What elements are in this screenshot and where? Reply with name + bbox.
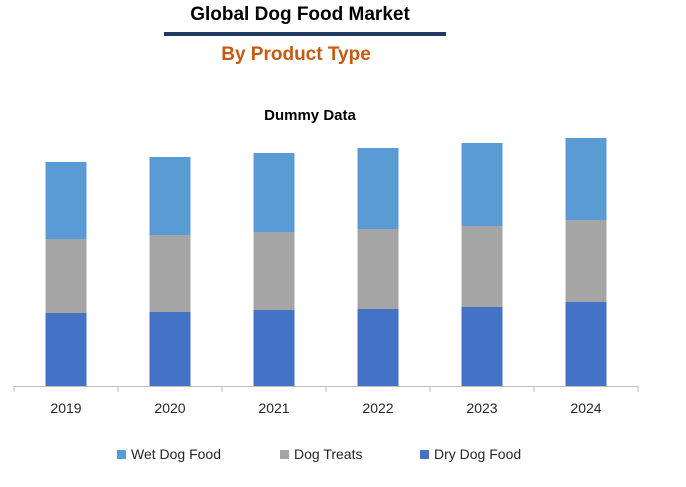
bar-wet-dog-food-2024 bbox=[565, 138, 607, 220]
title-underline bbox=[164, 32, 446, 36]
legend-label: Dry Dog Food bbox=[434, 446, 522, 462]
x-tick-label: 2022 bbox=[362, 400, 393, 416]
bar-dry-dog-food-2022 bbox=[357, 309, 399, 386]
bar-wet-dog-food-2021 bbox=[253, 153, 295, 232]
bar-dog-treats-2019 bbox=[45, 239, 87, 313]
chart-main-title: Global Dog Food Market bbox=[190, 4, 410, 25]
legend-swatch bbox=[280, 449, 289, 459]
bar-dog-treats-2023 bbox=[461, 226, 503, 307]
bars-group bbox=[45, 138, 607, 386]
x-axis: 2019 2020 2021 2022 2023 2024 bbox=[13, 386, 639, 416]
legend-label: Dog Treats bbox=[294, 446, 363, 462]
stacked-bar-chart: Dummy Data 2019 2020 2021 2022 2023 2024 bbox=[13, 107, 639, 416]
bar-dog-treats-2020 bbox=[149, 235, 191, 312]
legend-label: Wet Dog Food bbox=[131, 446, 222, 462]
bar-dry-dog-food-2020 bbox=[149, 312, 191, 386]
bar-dry-dog-food-2024 bbox=[565, 302, 607, 386]
legend-item-dog-treats: Dog Treats bbox=[280, 446, 362, 462]
bar-dog-treats-2024 bbox=[565, 220, 607, 302]
chart-inner-title: Dummy Data bbox=[264, 107, 356, 124]
legend-swatch bbox=[117, 449, 126, 459]
bar-dry-dog-food-2019 bbox=[45, 313, 87, 386]
bar-dog-treats-2021 bbox=[253, 232, 295, 310]
bar-wet-dog-food-2020 bbox=[149, 157, 191, 235]
legend-swatch bbox=[420, 449, 429, 459]
x-tick-label: 2020 bbox=[154, 400, 185, 416]
bar-dry-dog-food-2023 bbox=[461, 307, 503, 386]
x-tick-label: 2019 bbox=[50, 400, 81, 416]
legend-item-dry-dog-food: Dry Dog Food bbox=[420, 446, 521, 462]
bar-dog-treats-2022 bbox=[357, 229, 399, 309]
x-tick-label: 2024 bbox=[570, 400, 601, 416]
chart-subtitle: By Product Type bbox=[221, 44, 371, 65]
bar-dry-dog-food-2021 bbox=[253, 310, 295, 386]
legend-item-wet-dog-food: Wet Dog Food bbox=[117, 446, 221, 462]
bar-wet-dog-food-2019 bbox=[45, 162, 87, 239]
x-tick-label: 2021 bbox=[258, 400, 289, 416]
bar-wet-dog-food-2022 bbox=[357, 148, 399, 229]
x-tick-label: 2023 bbox=[466, 400, 497, 416]
chart-legend: Wet Dog Food Dog Treats Dry Dog Food bbox=[0, 446, 686, 466]
bar-wet-dog-food-2023 bbox=[461, 143, 503, 226]
